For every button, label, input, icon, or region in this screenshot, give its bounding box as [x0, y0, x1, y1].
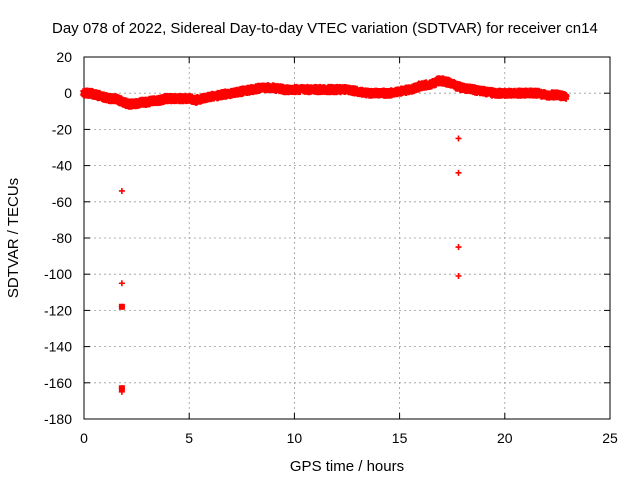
outlier-point [455, 273, 462, 280]
chart-title: Day 078 of 2022, Sidereal Day-to-day VTE… [52, 20, 598, 37]
outlier-point [118, 280, 125, 287]
x-tick-label: 0 [80, 430, 88, 446]
y-tick-label: 0 [64, 85, 72, 101]
plot-frame [83, 56, 611, 420]
data-band [80, 75, 570, 110]
y-tick-label: -140 [44, 339, 72, 355]
ticks [83, 56, 611, 420]
x-tick-label: 10 [287, 430, 303, 446]
x-tick-label: 20 [497, 430, 513, 446]
y-axis-label: SDTVAR / TECUs [5, 178, 22, 298]
y-tick-label: -20 [52, 121, 72, 137]
x-axis-label: GPS time / hours [290, 458, 404, 475]
x-tick-label: 5 [185, 430, 193, 446]
y-tick-labels: 20 0 -20 -40 -60 -80 -100 -120 -140 -160 -180 [44, 49, 72, 427]
y-tick-label: -100 [44, 266, 72, 282]
y-tick-label: -160 [44, 375, 72, 391]
series-cn14 [80, 75, 570, 395]
y-tick-label: -60 [52, 194, 72, 210]
x-tick-label: 15 [392, 430, 408, 446]
y-tick-label: -40 [52, 158, 72, 174]
y-tick-label: -80 [52, 230, 72, 246]
outlier-cluster [118, 385, 125, 392]
y-tick-label: -180 [44, 411, 72, 427]
outlier-cluster [118, 303, 125, 310]
x-tick-label: 25 [602, 430, 618, 446]
x-tick-labels: 0 5 10 15 20 25 [80, 430, 618, 446]
y-tick-label: -120 [44, 302, 72, 318]
outlier-point [455, 169, 462, 176]
grid [84, 57, 610, 419]
outlier-point [455, 244, 462, 251]
outlier-point [118, 187, 125, 194]
outlier-point [455, 135, 462, 142]
y-tick-label: 20 [56, 49, 72, 65]
